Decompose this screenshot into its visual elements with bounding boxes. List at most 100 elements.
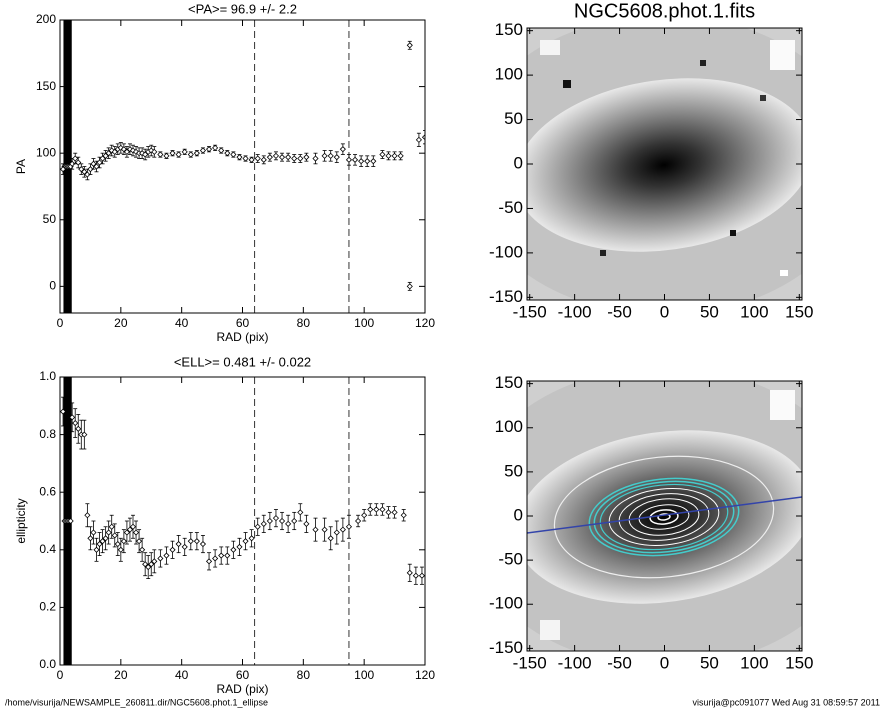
point <box>75 159 82 166</box>
point <box>142 561 149 568</box>
point <box>333 529 340 536</box>
point <box>108 523 115 530</box>
point <box>151 148 158 155</box>
point <box>345 156 353 163</box>
point <box>139 150 146 157</box>
point <box>406 569 413 576</box>
point <box>199 147 207 154</box>
point <box>254 523 261 530</box>
point <box>142 151 149 158</box>
point <box>397 152 404 159</box>
point <box>117 546 124 553</box>
point <box>87 166 94 173</box>
point <box>285 520 292 527</box>
y-tick-label: 0.6 <box>39 484 56 498</box>
point <box>260 156 267 163</box>
point <box>181 543 188 550</box>
point <box>266 154 273 161</box>
y-axis-label: ellipticity <box>14 498 28 543</box>
x-tick-label: -150 <box>513 653 547 672</box>
point <box>260 520 267 527</box>
point <box>60 408 67 415</box>
point <box>87 535 94 542</box>
point <box>218 147 225 154</box>
point <box>157 151 164 158</box>
x-tick-label: 0 <box>57 316 64 330</box>
point <box>385 509 392 516</box>
point <box>297 155 304 162</box>
y-tick-label: -150 <box>489 287 523 306</box>
x-tick-label: 100 <box>740 653 768 672</box>
point <box>339 146 346 153</box>
footer-right: visurija@pc091077 Wed Aug 31 08:59:57 20… <box>693 697 880 707</box>
point <box>148 561 155 568</box>
point <box>205 558 213 565</box>
point <box>205 146 213 153</box>
point <box>102 152 109 159</box>
point <box>367 506 374 513</box>
point <box>364 158 371 165</box>
chart-title: <PA>= 96.9 +/- 2.2 <box>188 1 297 16</box>
galaxy-image-with-ellipses <box>527 381 802 651</box>
point <box>111 532 118 539</box>
x-tick-label: 20 <box>114 668 128 682</box>
point <box>102 535 109 542</box>
point <box>67 517 74 525</box>
point <box>421 134 425 141</box>
panel: NGC5608.phot.1.fits -150 -100 -50 0 50 100 150 -… <box>489 0 814 321</box>
point <box>312 526 319 533</box>
x-tick-label: 50 <box>700 653 719 672</box>
point <box>126 526 134 533</box>
x-axis-label: RAD (pix) <box>216 330 268 344</box>
point <box>81 431 88 438</box>
chart-title: <ELL>= 0.481 +/- 0.022 <box>174 354 311 369</box>
point <box>193 538 200 545</box>
point <box>199 540 207 548</box>
point <box>129 523 137 530</box>
point <box>370 158 377 165</box>
panel: -150 -100 -50 0 50 100 150 -150 -100 -50 0 50 100 150 <box>489 373 814 672</box>
x-tick-label: 150 <box>785 653 813 672</box>
point <box>163 552 170 559</box>
y-tick-label: 50 <box>504 461 523 480</box>
x-axis-label: RAD (pix) <box>216 682 268 696</box>
point <box>84 512 91 519</box>
plot-area <box>60 377 425 665</box>
y-tick-label: 200 <box>36 12 56 26</box>
point <box>163 152 170 159</box>
x-tick-label: 100 <box>740 302 768 321</box>
footer-left: /home/visurija/NEWSAMPLE_260811.dir/NGC5… <box>5 697 268 707</box>
point <box>297 509 304 516</box>
point <box>361 512 368 519</box>
point <box>230 546 237 553</box>
point <box>60 166 67 173</box>
y-tick-label: 0.0 <box>39 657 56 671</box>
x-tick-label: 20 <box>114 316 128 330</box>
y-tick-label: 150 <box>36 79 56 93</box>
point <box>120 538 127 545</box>
point <box>69 414 76 421</box>
point <box>406 283 413 290</box>
y-tick-label: -50 <box>498 550 523 569</box>
point <box>157 555 164 562</box>
point <box>224 552 231 559</box>
x-tick-label: -150 <box>513 302 547 321</box>
x-tick-label: 0 <box>660 653 669 672</box>
point <box>187 151 194 158</box>
point <box>236 154 243 161</box>
x-tick-label: -50 <box>607 653 632 672</box>
y-tick-label: -50 <box>498 198 523 217</box>
point <box>254 155 261 162</box>
point <box>248 535 255 542</box>
y-tick-label: 50 <box>504 109 523 128</box>
x-tick-label: 0 <box>57 668 64 682</box>
point <box>333 154 340 161</box>
frame <box>59 19 426 314</box>
point <box>412 572 419 579</box>
point <box>132 529 140 536</box>
point <box>327 152 334 159</box>
point <box>132 148 140 155</box>
point <box>400 512 407 519</box>
point <box>78 166 85 173</box>
y-tick-label: 100 <box>495 65 523 84</box>
